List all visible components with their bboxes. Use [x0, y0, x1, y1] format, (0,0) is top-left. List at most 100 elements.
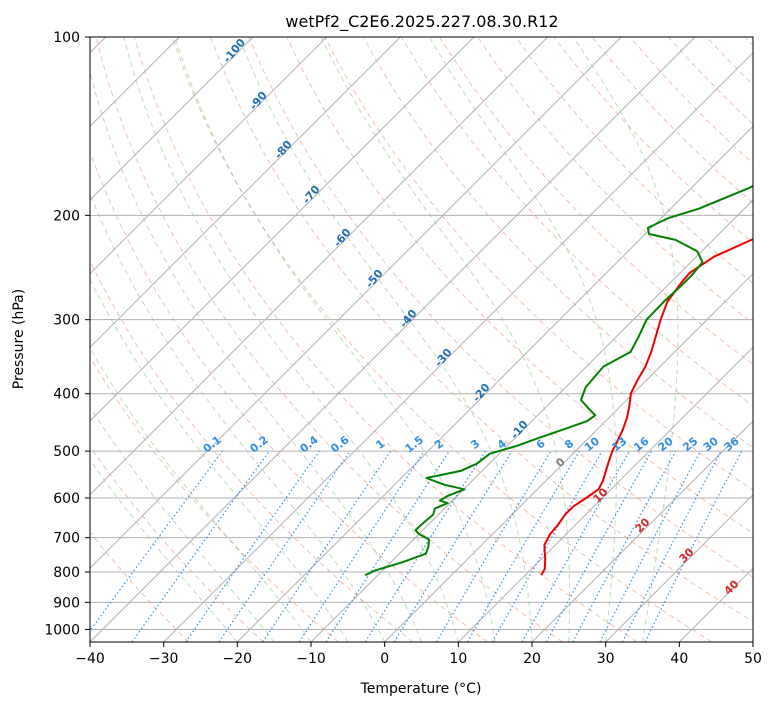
moist-adiabat: [238, 37, 533, 642]
moist-adiabat: [90, 70, 422, 642]
dry-adiabat-label: -30: [432, 346, 455, 370]
isotherm: [678, 567, 753, 642]
isotherm: [605, 493, 753, 642]
dry-adiabat: [90, 150, 488, 642]
mixing-ratio-lines: [90, 450, 743, 642]
moist-adiabat-label: 20: [633, 515, 653, 535]
y-axis-title: Pressure (hPa): [11, 289, 27, 389]
isotherm: [163, 51, 753, 642]
y-tick-label: 300: [53, 313, 80, 329]
dry-adiabat: [171, 37, 712, 642]
isotherm: [90, 37, 549, 496]
dry-adiabat: [744, 37, 753, 47]
grid-lines: [90, 37, 753, 642]
isotherm: [310, 199, 753, 642]
dry-adiabat: [133, 37, 638, 642]
x-tick-label: −10: [296, 651, 326, 667]
moist-adiabat: [174, 37, 496, 642]
mixing-ratio-line: [364, 450, 486, 642]
moist-adiabat: [90, 192, 386, 642]
mixing-ratio-label: 1: [374, 437, 388, 452]
dry-adiabat-label: -90: [247, 89, 270, 113]
dry-adiabat: [95, 37, 563, 642]
mixing-ratio-label: 2: [432, 437, 446, 452]
mixing-ratio-line: [298, 450, 425, 642]
x-tick-label: 40: [670, 651, 688, 667]
dry-adiabat-label: -60: [331, 226, 354, 250]
dry-adiabat: [553, 37, 753, 244]
dry-adiabat-label: -50: [363, 267, 386, 291]
moist-adiabat: [90, 459, 238, 642]
mixing-ratio-line: [466, 450, 580, 642]
mixing-ratio-label: 3: [468, 437, 482, 452]
x-tick-label: −40: [75, 651, 105, 667]
x-tick-label: 50: [744, 651, 762, 667]
moist-adiabat: [90, 347, 312, 642]
dry-adiabat: [515, 37, 753, 284]
mixing-ratio-line: [644, 450, 743, 642]
mixing-ratio-line: [90, 450, 223, 632]
isotherm: [90, 37, 401, 349]
moist-adiabat-label: 0: [553, 455, 568, 470]
dry-adiabat-label: -40: [397, 307, 420, 331]
dry-adiabat-label: -70: [300, 183, 323, 207]
mixing-ratio-label: 6: [534, 437, 548, 452]
profile-lines: [364, 184, 753, 577]
chart-title: wetPf2_C2E6.2025.227.08.30.R12: [285, 12, 558, 32]
isotherm: [90, 37, 475, 422]
mixing-ratio-label: 0.2: [247, 433, 270, 455]
isotherm: [457, 346, 753, 642]
isotherm: [752, 641, 753, 642]
moist-adiabat-label: 10: [591, 485, 611, 505]
mixing-ratio-line: [521, 450, 631, 642]
moist-adiabat: [428, 37, 617, 642]
x-tick-label: −30: [149, 651, 179, 667]
y-tick-label: 100: [53, 30, 80, 46]
dry-adiabat-label: -80: [272, 138, 295, 162]
dry-adiabat-label: -20: [470, 381, 493, 405]
temperature-line: [540, 238, 753, 576]
plot-frame: [89, 36, 754, 643]
dry-adiabat: [90, 259, 414, 642]
y-tick-label: 900: [53, 595, 80, 611]
x-tick-label: 30: [597, 651, 615, 667]
mixing-ratio-line: [325, 450, 450, 642]
moist-adiabat: [90, 278, 349, 642]
isotherm: [90, 37, 696, 642]
dewpoint-line: [364, 184, 753, 577]
dry-adiabat: [706, 37, 753, 86]
x-axis-title: Temperature (°C): [360, 681, 482, 697]
y-tick-label: 500: [53, 444, 80, 460]
dry-adiabat: [438, 37, 753, 366]
dry-adiabat: [90, 445, 264, 642]
mixing-ratio-line: [393, 450, 513, 642]
moist-adiabat: [123, 37, 459, 642]
x-tick-label: 0: [380, 651, 389, 667]
y-tick-label: 1000: [44, 622, 80, 638]
moist-adiabat: [320, 37, 571, 642]
moist-adiabat-label: 40: [722, 577, 742, 597]
mixing-ratio-line: [435, 450, 552, 642]
y-tick-label: 800: [53, 565, 80, 581]
dry-adiabat: [90, 356, 339, 642]
axes: −40 −30 −20 −10 0 10 20 30 40 5010020030040050060…: [44, 30, 762, 667]
isotherm: [236, 125, 753, 642]
isotherm: [90, 37, 622, 570]
x-tick-label: −20: [223, 651, 253, 667]
x-tick-label: 20: [523, 651, 541, 667]
dry-adiabat: [210, 37, 753, 623]
mixing-ratio-line: [545, 450, 653, 642]
y-tick-label: 700: [53, 531, 80, 547]
isotherm: [90, 37, 254, 201]
mixing-ratio-line: [218, 450, 351, 642]
moist-adiabat: [572, 37, 679, 642]
mixing-ratio-line: [262, 450, 392, 642]
mixing-ratio-line: [131, 450, 270, 642]
isotherm: [384, 272, 753, 642]
isotherm: [531, 420, 753, 642]
moist-adiabat-label: 30: [677, 545, 697, 565]
dry-adiabat: [90, 531, 190, 642]
mixing-ratio-label: 0.1: [201, 433, 224, 455]
mixing-ratio-label: 1.5: [403, 433, 426, 455]
